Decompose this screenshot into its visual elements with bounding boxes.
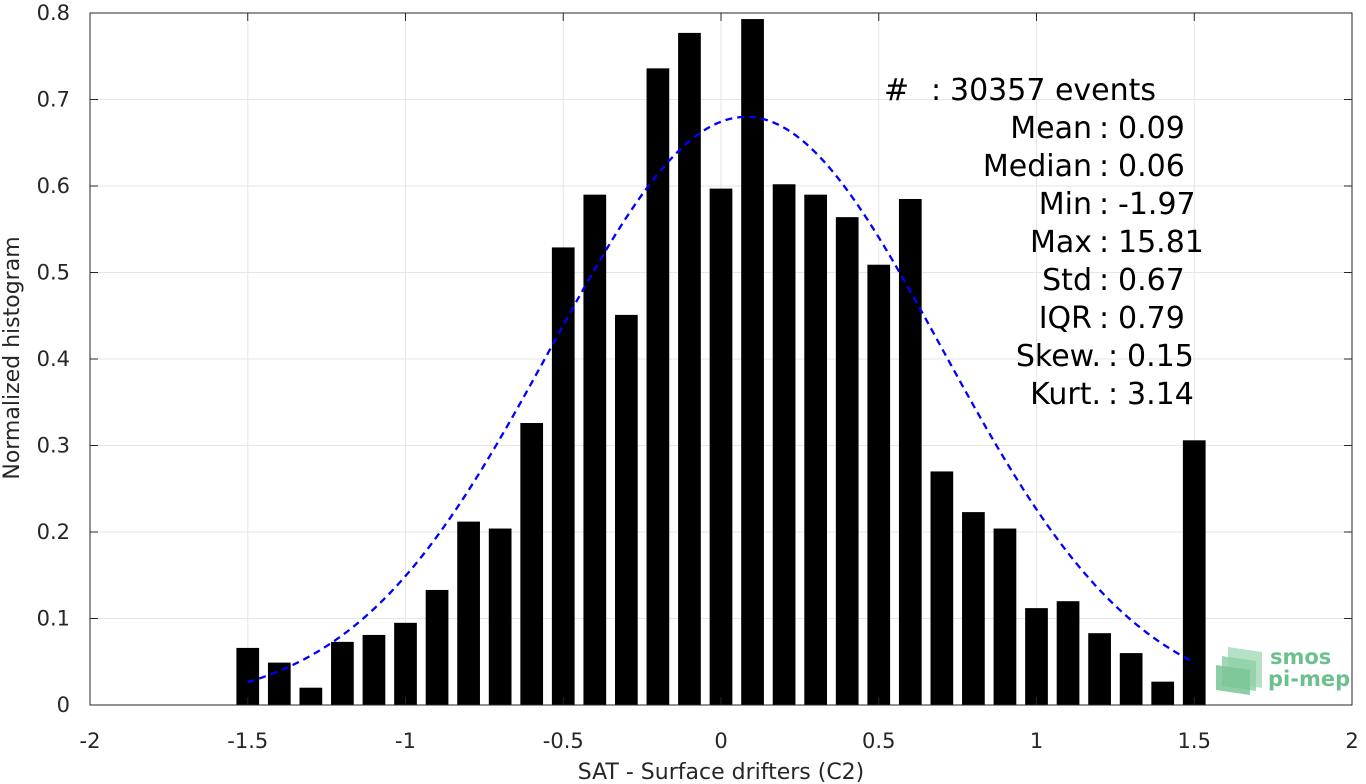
x-tick-labels: -2 -1.5 -1 -0.5 0 0.5 1 1.5 2 xyxy=(80,729,1359,753)
x-axis-label: SAT - Surface drifters (C2) xyxy=(578,760,865,784)
y-tick-label: 0.7 xyxy=(37,88,70,112)
logo-text-line2: pi-mep xyxy=(1268,667,1350,691)
x-tick-label: 1 xyxy=(1030,729,1043,753)
y-tick-label: 0.4 xyxy=(37,347,70,371)
stat-row: Kurt.:3.14 xyxy=(1030,377,1194,412)
y-tick-labels: 0 0.1 0.2 0.3 0.4 0.5 0.6 0.7 0.8 xyxy=(37,1,70,717)
stat-label: IQR xyxy=(1039,301,1092,336)
x-tick-label: -0.5 xyxy=(543,729,584,753)
smos-pi-mep-logo: smos pi-mep xyxy=(1216,645,1350,695)
histogram-bar xyxy=(835,217,859,705)
x-tick-label: 0 xyxy=(714,729,727,753)
x-tick-label: 1.5 xyxy=(1178,729,1211,753)
stat-value: 0.15 xyxy=(1127,339,1194,374)
histogram-bar xyxy=(551,247,575,706)
histogram-bar xyxy=(583,194,607,705)
stat-label: Kurt. xyxy=(1030,377,1101,412)
axis-ticks xyxy=(89,12,1353,706)
histogram-bar xyxy=(425,589,449,705)
gaussian-fit-curve xyxy=(247,115,1195,684)
histogram-bar xyxy=(1025,608,1048,705)
x-tick-label: -2 xyxy=(80,729,101,753)
histogram-bar xyxy=(1119,653,1143,705)
stat-separator: : xyxy=(1099,301,1109,336)
y-tick-label: 0.3 xyxy=(37,434,70,458)
stat-value: 3.14 xyxy=(1127,377,1194,412)
histogram-bar xyxy=(709,188,733,706)
stat-label: Std xyxy=(1042,263,1092,298)
stat-label: Mean xyxy=(1010,111,1092,146)
histogram-bar xyxy=(362,634,386,705)
stat-separator: : xyxy=(1099,111,1109,146)
y-axis-label: Normalized histogram xyxy=(0,236,25,479)
histogram-bar xyxy=(1056,601,1080,705)
stat-value: 0.09 xyxy=(1118,111,1185,146)
histogram-bar xyxy=(898,198,922,705)
histogram-bar xyxy=(930,471,954,705)
histogram-bar xyxy=(331,641,354,705)
x-tick-label: -1.5 xyxy=(227,729,268,753)
histogram-bar xyxy=(993,528,1017,705)
stat-value: -1.97 xyxy=(1118,187,1196,222)
y-tick-label: 0 xyxy=(57,693,70,717)
histogram-bar xyxy=(804,194,828,705)
stat-row: Min: -1.97 xyxy=(1039,187,1196,222)
x-tick-label: 2 xyxy=(1345,729,1358,753)
stat-label: Max xyxy=(1030,225,1092,260)
stat-separator: : xyxy=(1099,225,1109,260)
stat-separator: : xyxy=(1099,263,1109,298)
histogram-bar xyxy=(520,423,544,705)
stat-label: Skew. xyxy=(1016,339,1101,374)
stat-value: 0.06 xyxy=(1118,149,1185,184)
histogram-bar xyxy=(1182,440,1206,705)
histogram-bar xyxy=(867,264,891,705)
histogram-bar xyxy=(1151,681,1175,705)
stat-row: Skew.:0.15 xyxy=(1016,339,1194,374)
stat-row: Std:0.67 xyxy=(1042,263,1185,298)
grid xyxy=(90,13,1352,705)
y-tick-label: 0.2 xyxy=(37,520,70,544)
stat-value: 30357 events xyxy=(950,73,1156,108)
stat-label: Median xyxy=(983,149,1092,184)
stat-separator: : xyxy=(931,73,941,108)
histogram-bar xyxy=(962,512,985,705)
stat-label: # xyxy=(884,73,909,108)
histogram-bar xyxy=(267,662,291,705)
x-tick-label: -1 xyxy=(395,729,416,753)
stat-value: 0.79 xyxy=(1118,301,1185,336)
histogram-bar xyxy=(394,622,417,705)
stat-value: 15.81 xyxy=(1118,225,1204,260)
histogram-bars xyxy=(236,19,1206,706)
logo-text-line1: smos xyxy=(1270,645,1331,669)
histogram-bar xyxy=(299,687,323,705)
stat-label: Min xyxy=(1039,187,1092,222)
y-tick-label: 0.5 xyxy=(37,261,70,285)
x-tick-label: 0.5 xyxy=(862,729,895,753)
stat-value: 0.67 xyxy=(1118,263,1185,298)
stat-row: Mean:0.09 xyxy=(1010,111,1185,146)
stat-separator: : xyxy=(1108,377,1118,412)
y-tick-label: 0.8 xyxy=(37,1,70,25)
histogram-bar xyxy=(678,32,701,705)
y-tick-label: 0.1 xyxy=(37,607,70,631)
stat-row: Max:15.81 xyxy=(1030,225,1204,260)
histogram-bar xyxy=(1088,633,1111,705)
stat-separator: : xyxy=(1099,149,1109,184)
stat-separator: : xyxy=(1099,187,1109,222)
stat-row: Median:0.06 xyxy=(983,149,1185,184)
histogram-bar xyxy=(488,528,512,705)
histogram-bar xyxy=(772,184,796,705)
histogram-bar xyxy=(614,314,638,705)
y-tick-label: 0.6 xyxy=(37,174,70,198)
histogram-bar xyxy=(646,68,670,706)
stat-row: IQR:0.79 xyxy=(1039,301,1185,336)
logo-mark-icon xyxy=(1216,647,1262,695)
histogram-bar xyxy=(236,647,260,705)
histogram-bar xyxy=(741,19,764,706)
stat-row: #:30357 events xyxy=(884,73,1156,108)
histogram-bar xyxy=(457,521,480,705)
stat-separator: : xyxy=(1108,339,1118,374)
